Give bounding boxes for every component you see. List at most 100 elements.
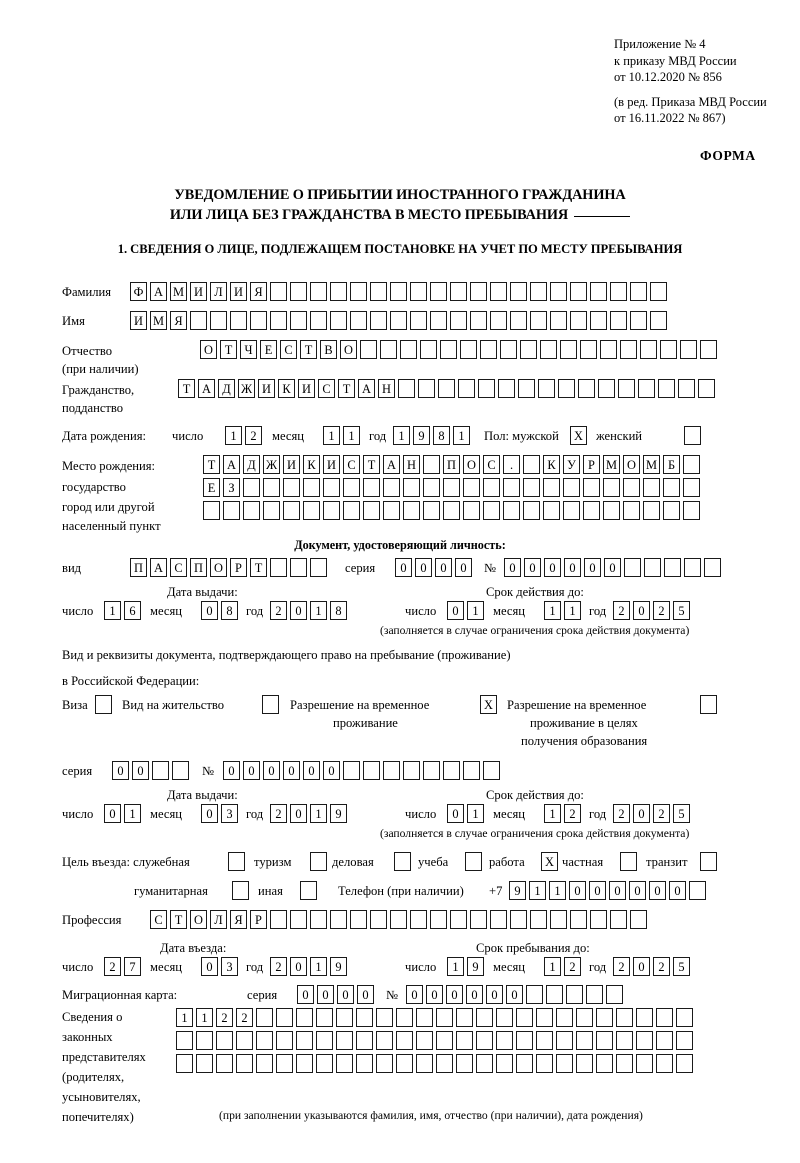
char-cell[interactable] [423,455,440,474]
char-cell[interactable]: О [463,455,480,474]
char-cell[interactable] [438,379,455,398]
char-cell[interactable] [523,501,540,520]
char-cell[interactable]: 1 [225,426,242,445]
char-cell[interactable]: 0 [544,558,561,577]
char-cell[interactable] [550,311,567,330]
char-cell[interactable] [323,501,340,520]
char-cell[interactable]: Т [203,455,220,474]
char-cell[interactable] [436,1031,453,1050]
char-cell[interactable]: 1 [529,881,546,900]
char-cell[interactable]: Н [378,379,395,398]
char-cell[interactable] [630,282,647,301]
char-cell[interactable]: 1 [104,601,121,620]
char-cell[interactable]: 0 [357,985,374,1004]
char-cell[interactable]: С [150,910,167,929]
char-cell[interactable] [683,501,700,520]
char-cell[interactable] [678,379,695,398]
char-cell[interactable] [586,985,603,1004]
char-cell[interactable]: 3 [221,957,238,976]
char-cell[interactable]: 1 [323,426,340,445]
char-cell[interactable] [704,558,721,577]
char-cell[interactable]: Ж [238,379,255,398]
char-cell[interactable] [550,910,567,929]
char-cell[interactable] [303,501,320,520]
char-cell[interactable]: Е [260,340,277,359]
char-cell[interactable] [196,1054,213,1073]
char-cell[interactable] [606,985,623,1004]
char-cell[interactable]: 0 [604,558,621,577]
char-cell[interactable]: 0 [589,881,606,900]
char-cell[interactable]: Т [300,340,317,359]
char-cell[interactable] [590,311,607,330]
char-cell[interactable] [256,1031,273,1050]
char-cell[interactable] [336,1054,353,1073]
char-cell[interactable]: 2 [216,1008,233,1027]
char-cell[interactable]: 0 [223,761,240,780]
char-cell[interactable]: 0 [506,985,523,1004]
char-cell[interactable]: А [358,379,375,398]
char-cell[interactable]: К [543,455,560,474]
char-cell[interactable]: 1 [544,601,561,620]
char-cell[interactable]: 1 [310,601,327,620]
char-cell[interactable]: . [503,455,520,474]
char-cell[interactable] [500,340,517,359]
char-cell[interactable] [416,1008,433,1027]
char-cell[interactable] [440,340,457,359]
char-cell[interactable] [638,379,655,398]
char-cell[interactable] [243,501,260,520]
char-cell[interactable] [270,910,287,929]
char-cell[interactable] [443,501,460,520]
char-cell[interactable]: 2 [564,957,581,976]
char-cell[interactable] [420,340,437,359]
char-cell[interactable] [470,311,487,330]
char-cell[interactable] [323,478,340,497]
char-cell[interactable] [536,1008,553,1027]
char-cell[interactable]: С [343,455,360,474]
char-cell[interactable] [510,282,527,301]
char-cell[interactable] [450,311,467,330]
char-cell[interactable] [310,910,327,929]
char-cell[interactable] [450,910,467,929]
char-cell[interactable]: 2 [270,804,287,823]
char-cell[interactable]: 0 [447,804,464,823]
char-cell[interactable]: И [323,455,340,474]
char-cell[interactable] [516,1008,533,1027]
char-cell[interactable]: 1 [447,957,464,976]
char-cell[interactable] [560,340,577,359]
char-cell[interactable] [276,1054,293,1073]
char-cell[interactable] [423,478,440,497]
char-cell[interactable] [210,311,227,330]
char-cell[interactable]: 5 [673,601,690,620]
char-cell[interactable]: Б [663,455,680,474]
char-cell[interactable]: 0 [290,601,307,620]
char-cell[interactable] [620,340,637,359]
char-cell[interactable] [676,1008,693,1027]
char-cell[interactable] [460,340,477,359]
char-cell[interactable] [316,1054,333,1073]
visa-checkbox[interactable] [95,695,112,714]
char-cell[interactable] [523,455,540,474]
char-cell[interactable] [276,1031,293,1050]
char-cell[interactable] [203,501,220,520]
char-cell[interactable] [658,379,675,398]
char-cell[interactable] [698,379,715,398]
char-cell[interactable]: Т [363,455,380,474]
char-cell[interactable] [376,1054,393,1073]
char-cell[interactable] [516,1054,533,1073]
char-cell[interactable] [283,478,300,497]
char-cell[interactable]: 0 [243,761,260,780]
char-cell[interactable] [463,761,480,780]
char-cell[interactable] [383,761,400,780]
char-cell[interactable]: 0 [486,985,503,1004]
